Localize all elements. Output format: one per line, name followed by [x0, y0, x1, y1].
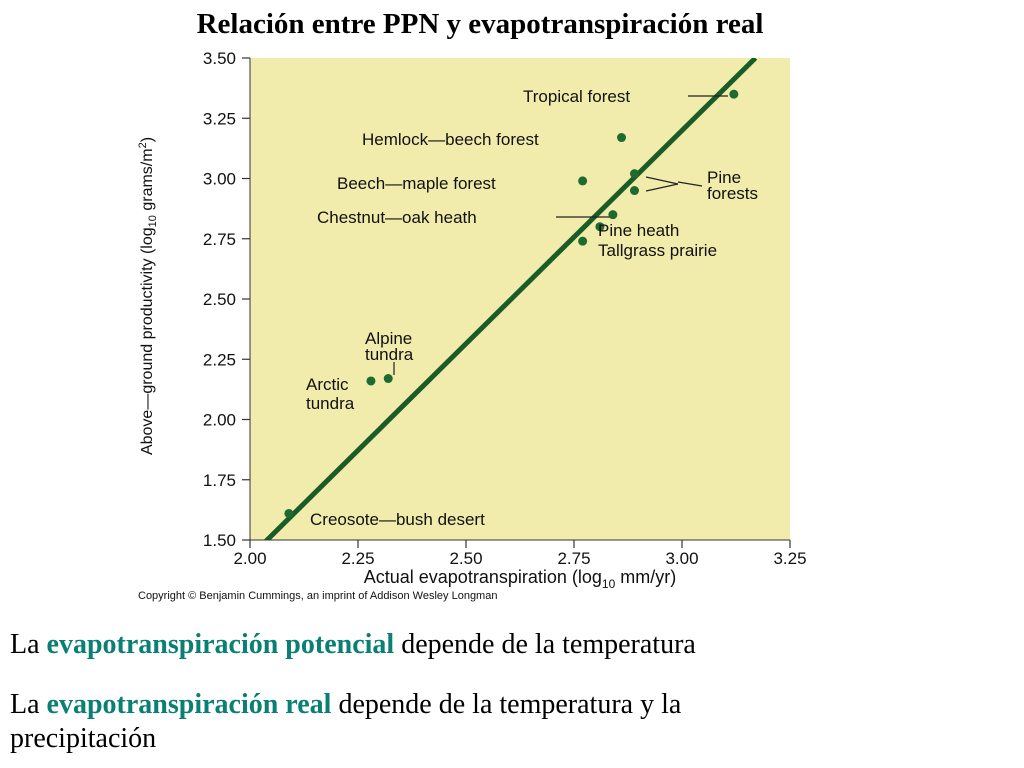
point-label-11: tundra	[306, 394, 355, 413]
point-label-1: Hemlock—beech forest	[362, 130, 539, 149]
y-tick-label-3: 2.25	[203, 350, 236, 369]
data-point-5	[608, 210, 618, 220]
line-evapotranspiration-potential: La evapotranspiración potencial depende …	[10, 628, 696, 662]
point-label-9: tundra	[365, 345, 414, 364]
line-evapotranspiration-real: La evapotranspiración real depende de la…	[10, 688, 681, 756]
point-label-7: Tallgrass prairie	[598, 241, 717, 260]
y-tick-label-8: 3.50	[203, 49, 236, 68]
point-label-4: Beech—maple forest	[337, 174, 496, 193]
slide-title: Relación entre PPN y evapotranspiración …	[196, 8, 764, 40]
line2-suffix: depende de la temperatura y la	[331, 689, 682, 720]
point-label-2: Pine	[707, 168, 741, 187]
point-label-0: Tropical forest	[523, 87, 630, 106]
data-point-7	[578, 236, 588, 246]
leader-line-5	[645, 183, 679, 192]
data-point-3	[629, 186, 639, 196]
point-label-12: Creosote—bush desert	[310, 510, 485, 529]
point-label-3: forests	[707, 184, 758, 203]
data-point-8	[383, 374, 393, 384]
line2-prefix: La	[10, 689, 47, 720]
x-axis-label: Actual evapotranspiration (log10 mm/yr)	[364, 567, 676, 591]
x-tick-label-4: 3.00	[665, 549, 698, 568]
line1-suffix: depende de la temperatura	[394, 629, 696, 660]
plot-area	[250, 58, 790, 540]
y-tick-label-2: 2.00	[203, 411, 236, 430]
y-tick-label-5: 2.75	[203, 230, 236, 249]
data-point-6	[595, 222, 605, 232]
productivity-evapotranspiration-chart: Tropical forest Hemlock—beech forest Pinef…	[137, 49, 807, 602]
y-tick-label-1: 1.75	[203, 471, 236, 490]
data-point-2	[629, 169, 639, 179]
line1-prefix: La	[10, 629, 47, 660]
data-point-4	[578, 176, 588, 186]
point-label-5: Chestnut—oak heath	[317, 208, 477, 227]
y-tick-label-4: 2.50	[203, 290, 236, 309]
leader-line-3	[677, 181, 703, 187]
line2-end: precipitación	[10, 723, 157, 754]
x-tick-label-0: 2.00	[233, 549, 266, 568]
point-label-10: Arctic	[306, 375, 349, 394]
y-tick-label-7: 3.25	[203, 109, 236, 128]
point-label-6: Pine heath	[598, 221, 679, 240]
leader-line-4	[645, 176, 679, 185]
data-point-1	[617, 133, 627, 143]
line1-highlight: evapotranspiración potencial	[46, 629, 395, 660]
y-tick-label-6: 3.00	[203, 170, 236, 189]
regression-line	[263, 58, 758, 540]
x-tick-label-3: 2.75	[557, 549, 590, 568]
x-tick-label-5: 3.25	[773, 549, 806, 568]
data-point-9	[366, 376, 376, 386]
x-tick-label-2: 2.50	[449, 549, 482, 568]
copyright-note: Copyright © Benjamin Cummings, an imprin…	[138, 590, 497, 602]
y-tick-label-0: 1.50	[203, 531, 236, 550]
data-point-0	[729, 89, 739, 99]
x-tick-label-1: 2.25	[341, 549, 374, 568]
data-point-10	[284, 508, 294, 518]
line2-highlight: evapotranspiración real	[46, 689, 332, 720]
point-label-8: Alpine	[365, 329, 412, 348]
y-axis-label: Above—ground productivity (log10 grams/m…	[137, 137, 159, 455]
